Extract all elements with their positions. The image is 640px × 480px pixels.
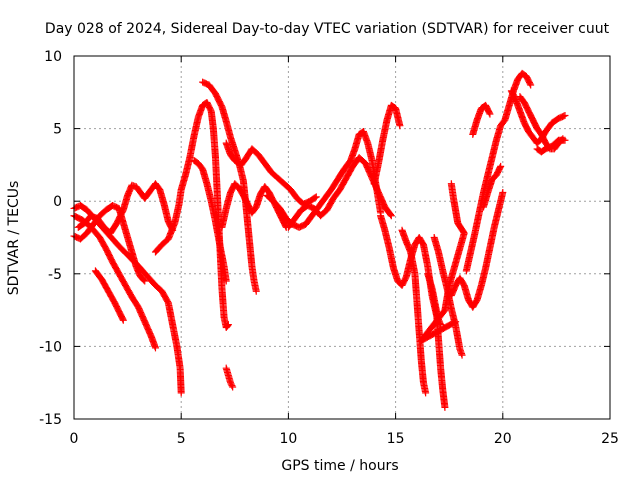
data-point [141,277,149,285]
x-tick-label: 10 [279,431,297,447]
series-track-7 [190,157,230,285]
data-point [496,164,504,172]
data-point [228,382,236,390]
data-point [252,287,260,295]
data-point [561,112,569,120]
y-tick-label: 10 [44,49,62,65]
data-point [387,212,395,220]
y-tick-label: -15 [39,412,62,428]
series-track-14 [370,101,404,188]
data-point [229,383,237,391]
data-point [486,110,494,118]
data-point [452,318,460,326]
data-point [527,81,535,89]
data-point [222,277,230,285]
data-point [312,193,320,201]
data-point [441,403,449,411]
series-track-25 [533,136,569,156]
series-track-11 [222,364,237,391]
data-point [450,318,458,326]
x-tick-label: 25 [601,431,619,447]
y-tick-labels: -15 -10 -5 0 5 10 [39,49,62,428]
data-point [422,389,430,397]
x-tick-label: 5 [177,431,186,447]
chart-title: Day 028 of 2024, Sidereal Day-to-day VTE… [45,21,610,37]
series-track-4 [91,267,127,324]
data-point [151,344,159,352]
series-track-17 [424,270,449,411]
data-point [177,389,185,397]
data-point [224,322,232,330]
data-point [396,122,404,130]
y-tick-label: 5 [53,122,62,138]
data-point [458,351,466,359]
series-track-16 [398,226,430,397]
series-track-21 [480,162,505,211]
series-track-18 [430,234,466,359]
series-isolated [417,180,468,345]
data-point [387,211,395,219]
data-point [497,162,505,170]
data-point [311,194,319,202]
data-points [70,69,569,411]
data-point [485,109,493,117]
y-tick-label: -5 [48,267,62,283]
data-point [526,80,534,88]
x-tick-label: 15 [387,431,405,447]
data-point [561,136,569,144]
plot-frame [73,55,611,420]
series-track-13 [284,154,395,231]
y-axis-label: SDTVAR / TECUs [6,181,22,296]
data-point [499,188,507,196]
y-tick-label: 0 [53,194,62,210]
x-tick-label: 0 [70,431,79,447]
data-point [119,316,127,324]
x-tick-labels: 0 5 10 15 20 25 [70,431,619,447]
series-track-3 [70,202,149,285]
series-track-22 [469,101,494,138]
y-tick-label: -10 [39,339,62,355]
x-axis-label: GPS time / hours [281,458,398,474]
data-point [140,276,148,284]
series-track-19 [447,188,507,311]
x-tick-label: 20 [494,431,512,447]
data-point [224,321,232,329]
data-point [119,315,127,323]
